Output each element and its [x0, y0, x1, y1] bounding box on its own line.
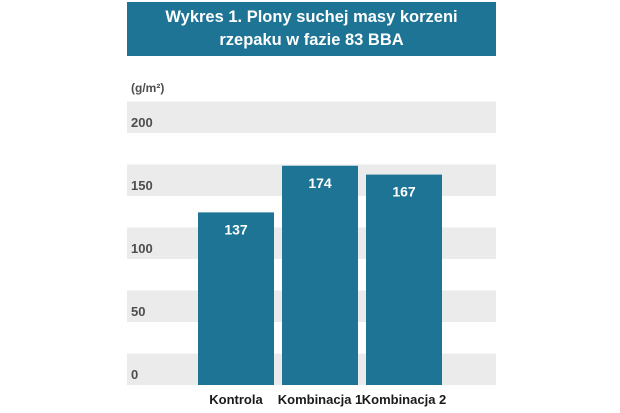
- bar-value-label: 137: [224, 221, 248, 237]
- bar: [366, 174, 442, 385]
- x-category-label: Kontrola: [209, 392, 263, 407]
- bar: [282, 165, 358, 385]
- y-tick-label: 200: [131, 115, 153, 130]
- bar-value-label: 174: [308, 175, 332, 191]
- bar-value-label: 167: [392, 184, 416, 200]
- x-categories: Kontrola Kombinacja 1 Kombinacja 2: [209, 392, 446, 407]
- x-category-label: Kombinacja 2: [362, 392, 447, 407]
- y-tick-label: 50: [131, 304, 145, 319]
- y-tick-label: 150: [131, 178, 153, 193]
- x-category-label: Kombinacja 1: [278, 392, 363, 407]
- y-ticks: 0 50 100 150 200: [131, 115, 153, 382]
- y-tick-label: 0: [131, 367, 138, 382]
- bar: [198, 212, 274, 385]
- y-axis-label: (g/m²): [131, 81, 164, 95]
- y-tick-label: 100: [131, 241, 153, 256]
- chart-title: Wykres 1. Plony suchej masy korzeni rzep…: [127, 2, 496, 56]
- bars: 137 174 167: [198, 165, 442, 385]
- grid-band: [127, 101, 496, 133]
